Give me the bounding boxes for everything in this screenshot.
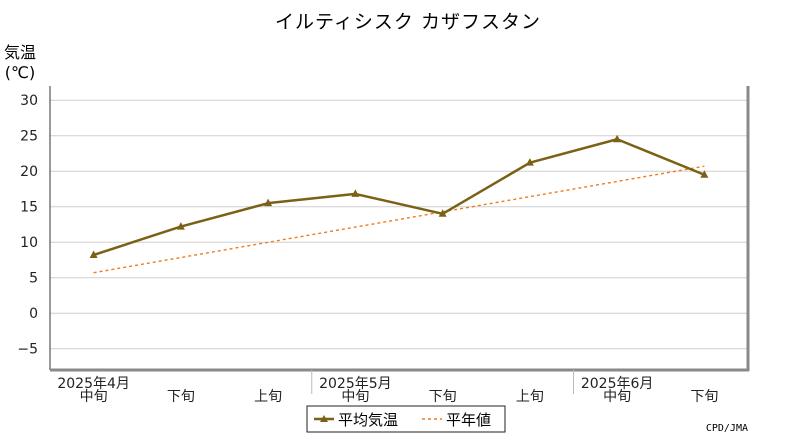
data-point-marker — [351, 189, 360, 197]
data-point-marker — [613, 134, 622, 143]
y-tick-label: 0 — [29, 306, 38, 322]
y-tick-label: −5 — [17, 342, 38, 358]
legend-box — [306, 405, 506, 433]
data-point-marker — [176, 222, 185, 230]
legend: 平均気温 平年値 — [306, 405, 506, 433]
x-tick-label: 中旬 — [341, 389, 369, 405]
legend-label-normal: 平年値 — [446, 411, 491, 429]
x-tick-label: 上旬 — [254, 389, 282, 405]
x-tick-label: 下旬 — [690, 389, 718, 405]
y-axis-unit: (℃) — [5, 63, 35, 82]
normal-trend-line — [93, 165, 705, 274]
y-tick-labels: 30 25 20 15 10 5 0 −5 — [17, 93, 38, 358]
data-point-marker — [525, 158, 534, 166]
data-point-marker — [700, 170, 709, 178]
month-label: 2025年4月 — [57, 376, 130, 392]
x-tick-label: 中旬 — [603, 389, 631, 405]
x-tick-label: 下旬 — [167, 389, 195, 405]
data-point-marker — [438, 209, 447, 217]
y-tick-label: 15 — [20, 200, 38, 216]
month-label: 2025年5月 — [319, 376, 392, 392]
y-axis-label: 気温 — [4, 43, 36, 62]
x-tick-label: 上旬 — [516, 389, 544, 405]
x-tick-label: 下旬 — [429, 389, 457, 405]
plot-frame — [49, 86, 750, 372]
series-normal-trend — [93, 165, 705, 274]
y-tick-label: 30 — [20, 93, 38, 109]
data-point-marker — [264, 198, 273, 207]
data-point-marker — [89, 250, 98, 258]
chart-title: イルティシスク カザフスタン — [275, 11, 541, 33]
average-temperature-line — [93, 138, 705, 257]
x-tick-label: 中旬 — [80, 389, 108, 405]
y-tick-label: 20 — [20, 164, 38, 180]
series-average-temperature — [89, 134, 709, 258]
y-tick-label: 25 — [20, 129, 38, 145]
y-tick-label: 10 — [20, 235, 38, 251]
grid-lines — [50, 99, 748, 350]
legend-marker-average — [320, 415, 328, 422]
month-label: 2025年6月 — [581, 376, 654, 392]
y-tick-label: 5 — [29, 271, 38, 287]
credit-text: CPD/JMA — [706, 423, 748, 434]
legend-label-average: 平均気温 — [338, 411, 398, 429]
